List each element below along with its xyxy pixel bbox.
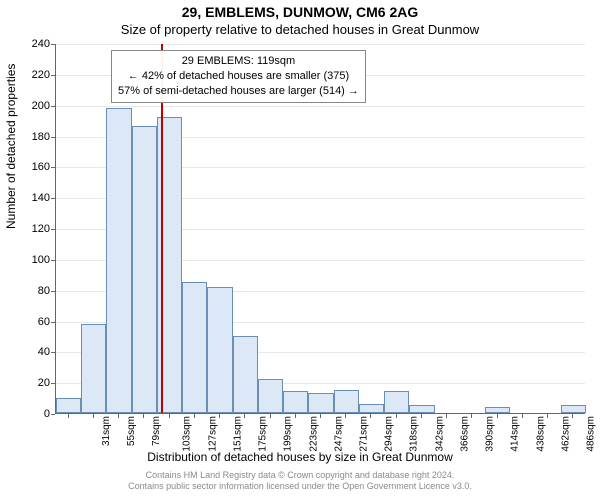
histogram-bar	[384, 391, 409, 413]
x-tick-mark	[320, 414, 321, 418]
x-tick-label: 366sqm	[460, 416, 471, 452]
x-tick-mark	[219, 414, 220, 418]
x-tick-mark	[68, 414, 69, 418]
y-tick-label: 180	[6, 131, 50, 143]
x-tick-label: 414sqm	[510, 416, 521, 452]
histogram-bar	[56, 398, 81, 413]
x-tick-label: 462sqm	[560, 416, 571, 452]
x-tick-mark	[194, 414, 195, 418]
y-tick-mark	[51, 106, 55, 107]
x-tick-mark	[446, 414, 447, 418]
x-tick-label: 318sqm	[409, 416, 420, 452]
x-tick-mark	[93, 414, 94, 418]
histogram-bar	[207, 287, 232, 413]
x-tick-label: 271sqm	[359, 416, 370, 452]
chart-container: 29, EMBLEMS, DUNMOW, CM6 2AG Size of pro…	[0, 0, 600, 500]
histogram-bar	[182, 282, 207, 413]
x-tick-mark	[244, 414, 245, 418]
chart-subtitle: Size of property relative to detached ho…	[0, 22, 600, 37]
x-tick-label: 223sqm	[308, 416, 319, 452]
histogram-bar	[258, 379, 283, 413]
annotation-line-3: 57% of semi-detached houses are larger (…	[118, 84, 359, 99]
x-tick-label: 199sqm	[283, 416, 294, 452]
y-tick-label: 100	[6, 254, 50, 266]
y-tick-label: 0	[6, 408, 50, 420]
x-tick-label: 486sqm	[586, 416, 597, 452]
x-tick-label: 31sqm	[101, 416, 112, 446]
gridline	[56, 106, 585, 107]
y-tick-mark	[51, 137, 55, 138]
gridline	[56, 44, 585, 45]
x-tick-mark	[497, 414, 498, 418]
footer-attribution: Contains HM Land Registry data © Crown c…	[0, 470, 600, 492]
x-tick-label: 151sqm	[232, 416, 243, 452]
plot-area: 29 EMBLEMS: 119sqm ← 42% of detached hou…	[55, 44, 585, 414]
x-tick-label: 175sqm	[258, 416, 269, 452]
x-tick-mark	[169, 414, 170, 418]
x-tick-label: 390sqm	[485, 416, 496, 452]
x-tick-label: 438sqm	[535, 416, 546, 452]
x-tick-mark	[270, 414, 271, 418]
y-tick-label: 220	[6, 69, 50, 81]
y-tick-mark	[51, 75, 55, 76]
annotation-line-2: ← 42% of detached houses are smaller (37…	[118, 69, 359, 84]
histogram-bar	[409, 405, 434, 413]
histogram-bar	[485, 407, 510, 413]
x-tick-mark	[471, 414, 472, 418]
histogram-bar	[334, 390, 359, 413]
y-tick-label: 120	[6, 223, 50, 235]
x-tick-mark	[396, 414, 397, 418]
y-tick-mark	[51, 198, 55, 199]
y-tick-label: 40	[6, 346, 50, 358]
x-tick-mark	[572, 414, 573, 418]
y-tick-mark	[51, 414, 55, 415]
y-tick-mark	[51, 352, 55, 353]
footer-line-2: Contains public sector information licen…	[0, 481, 600, 492]
histogram-bar	[283, 391, 308, 413]
x-axis-label: Distribution of detached houses by size …	[0, 450, 600, 464]
annotation-box: 29 EMBLEMS: 119sqm ← 42% of detached hou…	[111, 50, 366, 103]
footer-line-1: Contains HM Land Registry data © Crown c…	[0, 470, 600, 481]
x-tick-mark	[118, 414, 119, 418]
x-tick-mark	[345, 414, 346, 418]
y-tick-label: 160	[6, 161, 50, 173]
y-tick-mark	[51, 260, 55, 261]
y-tick-label: 60	[6, 316, 50, 328]
x-tick-label: 127sqm	[207, 416, 218, 452]
histogram-bar	[233, 336, 258, 413]
histogram-bar	[81, 324, 106, 413]
y-tick-mark	[51, 229, 55, 230]
x-tick-mark	[370, 414, 371, 418]
y-tick-mark	[51, 167, 55, 168]
x-tick-mark	[522, 414, 523, 418]
x-tick-mark	[295, 414, 296, 418]
y-tick-label: 200	[6, 100, 50, 112]
histogram-bar	[308, 393, 333, 413]
x-tick-label: 294sqm	[384, 416, 395, 452]
x-tick-mark	[421, 414, 422, 418]
x-tick-label: 103sqm	[182, 416, 193, 452]
y-tick-mark	[51, 291, 55, 292]
y-tick-mark	[51, 44, 55, 45]
histogram-bar	[106, 108, 131, 413]
y-tick-mark	[51, 322, 55, 323]
y-tick-label: 240	[6, 38, 50, 50]
x-tick-label: 247sqm	[333, 416, 344, 452]
histogram-bar	[132, 126, 157, 413]
histogram-bar	[561, 405, 586, 413]
x-tick-label: 342sqm	[434, 416, 445, 452]
x-tick-mark	[547, 414, 548, 418]
x-tick-label: 79sqm	[151, 416, 162, 446]
y-tick-label: 140	[6, 192, 50, 204]
x-tick-mark	[143, 414, 144, 418]
histogram-bar	[359, 404, 384, 413]
x-tick-label: 55sqm	[126, 416, 137, 446]
y-tick-label: 20	[6, 377, 50, 389]
y-tick-label: 80	[6, 285, 50, 297]
y-tick-mark	[51, 383, 55, 384]
chart-title: 29, EMBLEMS, DUNMOW, CM6 2AG	[0, 4, 600, 20]
y-axis-label: Number of detached properties	[4, 64, 18, 229]
annotation-line-1: 29 EMBLEMS: 119sqm	[118, 54, 359, 69]
